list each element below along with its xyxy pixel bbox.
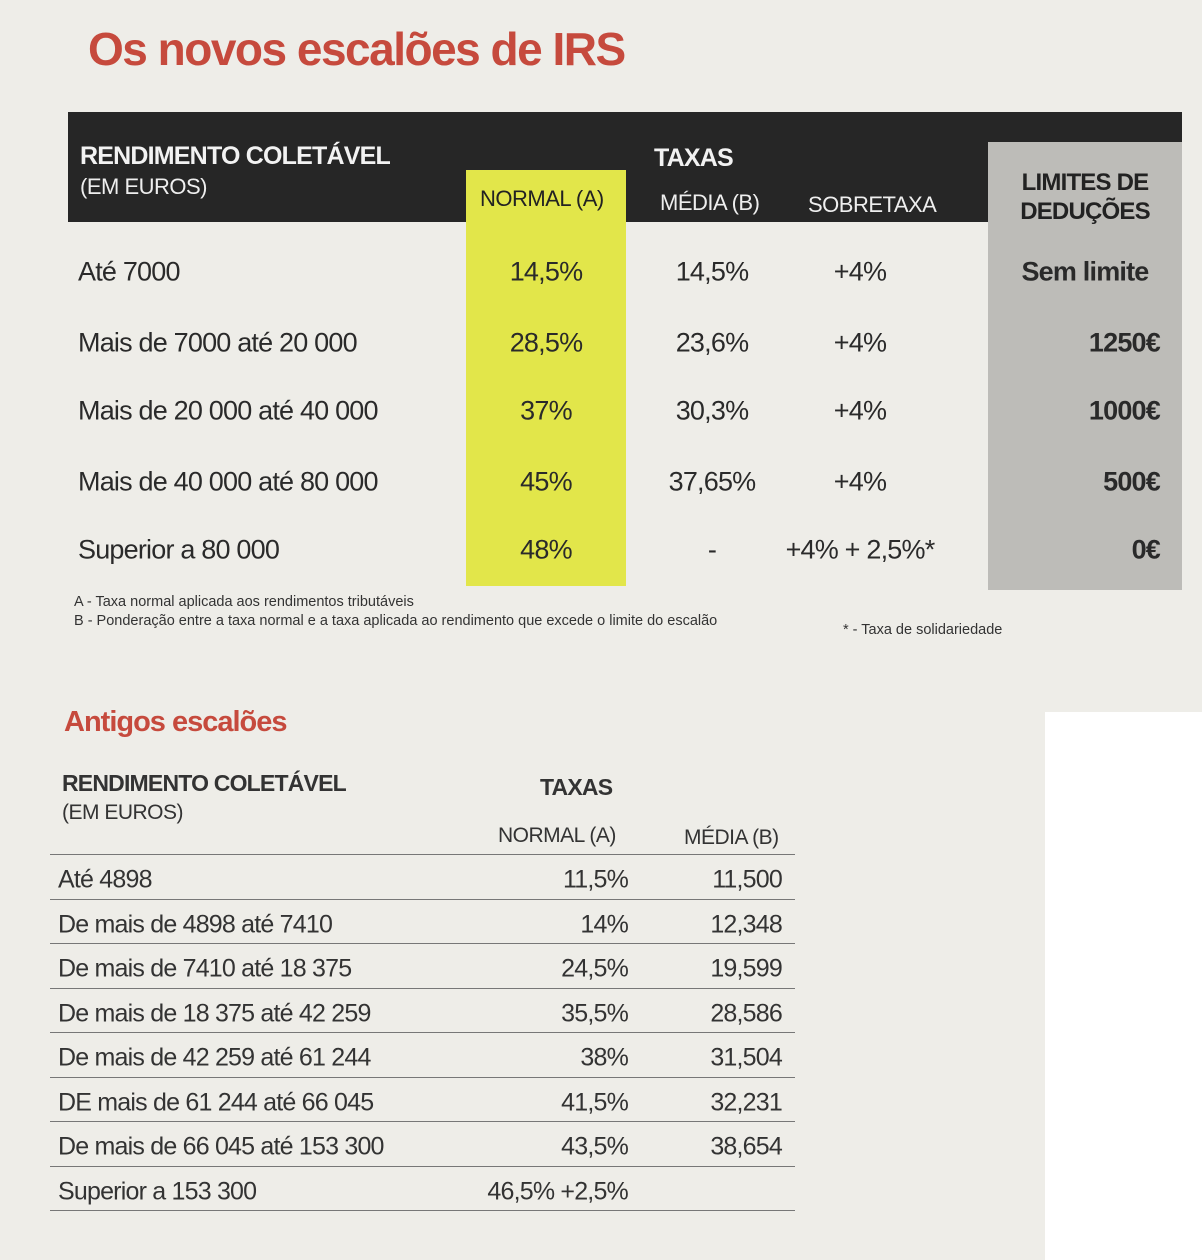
header-deductions-line: LIMITES DE <box>1021 169 1149 196</box>
header-deductions-line: DEDUÇÕES <box>1020 198 1150 225</box>
row-rule <box>50 1032 795 1033</box>
average-rate: 23,6% <box>675 327 749 358</box>
deduction-limit: 500€ <box>1103 466 1161 497</box>
row-rule <box>50 854 795 855</box>
income-bracket: De mais de 18 375 até 42 259 <box>58 999 371 1027</box>
header-surcharge: SOBRETAXA <box>808 192 937 217</box>
deduction-limit: 0€ <box>1131 534 1161 565</box>
old-header-average: MÉDIA (B) <box>684 826 779 849</box>
income-bracket: De mais de 42 259 até 61 244 <box>58 1043 371 1072</box>
normal-highlight <box>466 170 626 586</box>
header-normal: NORMAL (A) <box>480 186 604 211</box>
average-rate: 32,231 <box>710 1088 782 1116</box>
income-bracket: DE mais de 61 244 até 66 045 <box>58 1088 374 1116</box>
header-deductions: LIMITES DE DEDUÇÕES <box>988 168 1182 226</box>
normal-rate: 11,5% <box>562 865 629 894</box>
normal-rate: 24,5% <box>561 954 629 983</box>
normal-rate: 43,5% <box>561 1132 629 1161</box>
normal-rate: 41,5% <box>561 1088 629 1116</box>
normal-rate: 48% <box>520 534 572 565</box>
header-income: RENDIMENTO COLETÁVEL <box>80 142 391 170</box>
row-rule <box>50 1210 795 1211</box>
note: * - Taxa de solidariedade <box>843 622 1003 638</box>
income-bracket: Até 7000 <box>78 256 181 287</box>
blank-area <box>1045 712 1202 1260</box>
old-header-income: RENDIMENTO COLETÁVEL <box>62 770 347 796</box>
row-rule <box>50 943 795 944</box>
row-rule <box>50 1076 795 1078</box>
header-unit: (EM EUROS) <box>80 174 208 199</box>
average-rate: 38,654 <box>710 1132 782 1161</box>
normal-rate: 28,5% <box>509 327 583 358</box>
surcharge: +4% <box>833 395 887 426</box>
row-rule <box>50 1165 795 1167</box>
normal-rate: 45% <box>520 466 572 497</box>
normal-rate: 14,5% <box>509 256 583 287</box>
row-rule <box>50 987 795 989</box>
income-bracket: Superior a 80 000 <box>78 534 280 565</box>
average-rate: 19,599 <box>710 954 782 983</box>
row-rule <box>50 898 795 900</box>
average-rate: 28,586 <box>710 999 782 1027</box>
normal-rate: 14% <box>580 910 628 938</box>
normal-rate: 37% <box>520 395 572 426</box>
old-header-normal: NORMAL (A) <box>498 824 616 847</box>
surcharge: +4% <box>833 256 887 287</box>
average-rate: 31,504 <box>710 1043 782 1072</box>
income-bracket: Superior a 153 300 <box>58 1177 257 1205</box>
normal-rate: 46,5% +2,5% <box>487 1177 628 1205</box>
average-rate: - <box>707 534 717 565</box>
old-header-rates: TAXAS <box>540 774 613 800</box>
surcharge: +4% <box>833 466 887 497</box>
header-rates: TAXAS <box>654 144 734 172</box>
header-average: MÉDIA (B) <box>660 190 760 215</box>
deduction-limit: Sem limite <box>1021 256 1149 287</box>
note: B - Ponderação entre a taxa normal e a t… <box>74 613 718 629</box>
income-bracket: Mais de 40 000 até 80 000 <box>78 466 379 497</box>
income-bracket: De mais de 4898 até 7410 <box>58 910 333 938</box>
normal-rate: 38% <box>580 1043 628 1072</box>
title: Os novos escalões de IRS <box>88 23 626 75</box>
surcharge: +4% <box>833 327 887 358</box>
surcharge: +4% + 2,5%* <box>785 534 936 565</box>
average-rate: 37,65% <box>668 466 757 497</box>
average-rate: 14,5% <box>675 256 749 287</box>
note: A - Taxa normal aplicada aos rendimentos… <box>74 594 414 610</box>
income-bracket: De mais de 7410 até 18 375 <box>58 954 352 983</box>
deduction-limit: 1000€ <box>1088 395 1161 426</box>
average-rate: 12,348 <box>710 910 782 938</box>
deduction-limit: 1250€ <box>1088 327 1161 358</box>
normal-rate: 35,5% <box>561 999 629 1027</box>
row-rule <box>50 1121 795 1122</box>
income-bracket: Mais de 20 000 até 40 000 <box>78 395 379 426</box>
income-bracket: De mais de 66 045 até 153 300 <box>58 1132 384 1161</box>
deductions-highlight <box>988 142 1182 590</box>
income-bracket: Até 4898 <box>58 865 152 894</box>
subtitle: Antigos escalões <box>64 706 288 738</box>
old-header-unit: (EM EUROS) <box>62 801 184 824</box>
income-bracket: Mais de 7000 até 20 000 <box>78 327 358 358</box>
average-rate: 30,3% <box>675 395 749 426</box>
average-rate: 11,500 <box>712 865 783 894</box>
